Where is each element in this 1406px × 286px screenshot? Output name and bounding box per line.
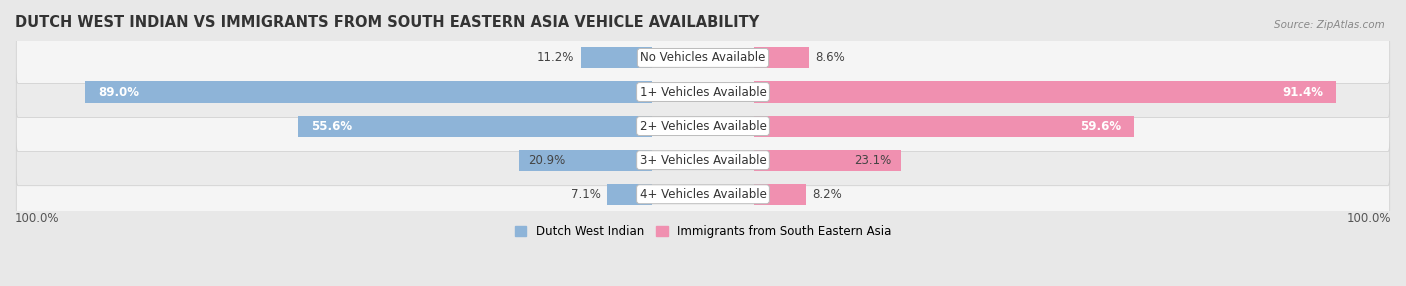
- FancyBboxPatch shape: [17, 135, 1389, 186]
- Text: 4+ Vehicles Available: 4+ Vehicles Available: [640, 188, 766, 201]
- Text: 1+ Vehicles Available: 1+ Vehicles Available: [640, 86, 766, 98]
- Text: 3+ Vehicles Available: 3+ Vehicles Available: [640, 154, 766, 167]
- Bar: [86, 82, 652, 103]
- Text: DUTCH WEST INDIAN VS IMMIGRANTS FROM SOUTH EASTERN ASIA VEHICLE AVAILABILITY: DUTCH WEST INDIAN VS IMMIGRANTS FROM SOU…: [15, 15, 759, 30]
- Text: 23.1%: 23.1%: [855, 154, 891, 167]
- Bar: [298, 116, 652, 137]
- Text: Source: ZipAtlas.com: Source: ZipAtlas.com: [1274, 20, 1385, 30]
- Bar: [581, 47, 652, 68]
- Text: 89.0%: 89.0%: [98, 86, 139, 98]
- Text: 100.0%: 100.0%: [15, 212, 59, 225]
- Bar: [754, 150, 901, 171]
- Bar: [754, 47, 808, 68]
- Bar: [519, 150, 652, 171]
- Text: 11.2%: 11.2%: [537, 51, 574, 64]
- Text: 2+ Vehicles Available: 2+ Vehicles Available: [640, 120, 766, 133]
- Bar: [754, 116, 1133, 137]
- Text: 91.4%: 91.4%: [1282, 86, 1323, 98]
- Text: 8.6%: 8.6%: [815, 51, 845, 64]
- Text: 8.2%: 8.2%: [813, 188, 842, 201]
- FancyBboxPatch shape: [17, 32, 1389, 84]
- Legend: Dutch West Indian, Immigrants from South Eastern Asia: Dutch West Indian, Immigrants from South…: [510, 221, 896, 243]
- Text: No Vehicles Available: No Vehicles Available: [640, 51, 766, 64]
- FancyBboxPatch shape: [17, 66, 1389, 118]
- Bar: [607, 184, 652, 205]
- FancyBboxPatch shape: [17, 101, 1389, 152]
- Text: 100.0%: 100.0%: [1347, 212, 1391, 225]
- Text: 55.6%: 55.6%: [311, 120, 352, 133]
- Text: 20.9%: 20.9%: [529, 154, 565, 167]
- FancyBboxPatch shape: [17, 169, 1389, 220]
- Bar: [754, 82, 1336, 103]
- Text: 59.6%: 59.6%: [1080, 120, 1121, 133]
- Text: 7.1%: 7.1%: [571, 188, 600, 201]
- Bar: [754, 184, 806, 205]
